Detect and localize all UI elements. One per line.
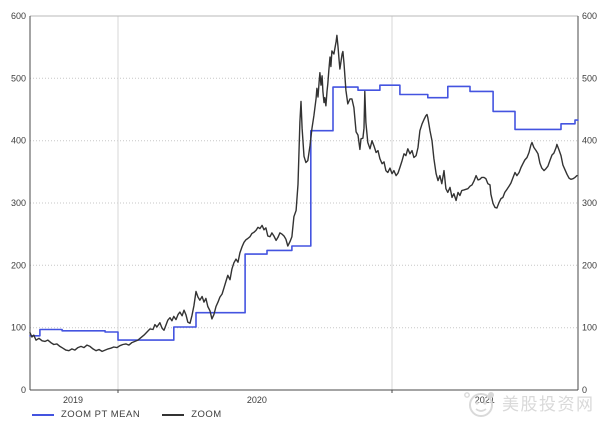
svg-text:300: 300 bbox=[11, 198, 26, 208]
legend-item-zoom-pt-mean: ZOOM PT MEAN bbox=[32, 409, 140, 420]
svg-text:100: 100 bbox=[582, 323, 597, 333]
svg-text:600: 600 bbox=[582, 11, 597, 21]
watermark-text: 美股投资网 bbox=[502, 395, 595, 414]
svg-text:100: 100 bbox=[11, 323, 26, 333]
legend-label-pt-mean: ZOOM PT MEAN bbox=[61, 409, 141, 420]
svg-text:0: 0 bbox=[582, 385, 587, 395]
legend-label-zoom: ZOOM bbox=[191, 409, 222, 420]
svg-text:0: 0 bbox=[21, 385, 26, 395]
svg-text:2021: 2021 bbox=[475, 395, 495, 405]
legend-line-swatch-zoom bbox=[162, 413, 185, 416]
svg-text:200: 200 bbox=[11, 260, 26, 270]
svg-text:500: 500 bbox=[11, 73, 26, 83]
svg-text:300: 300 bbox=[582, 198, 597, 208]
svg-text:600: 600 bbox=[11, 11, 26, 21]
svg-text:200: 200 bbox=[582, 260, 597, 270]
chart-legend: ZOOM PT MEAN ZOOM bbox=[32, 409, 222, 420]
svg-text:400: 400 bbox=[582, 136, 597, 146]
legend-line-swatch-pt-mean bbox=[32, 413, 54, 416]
watermark: 美股投资网 bbox=[462, 388, 595, 422]
svg-text:2019: 2019 bbox=[63, 395, 83, 405]
legend-item-zoom: ZOOM bbox=[162, 409, 222, 420]
svg-text:500: 500 bbox=[582, 73, 597, 83]
site-logo-icon bbox=[464, 392, 494, 417]
svg-text:2020: 2020 bbox=[247, 395, 267, 405]
svg-text:400: 400 bbox=[11, 136, 26, 146]
